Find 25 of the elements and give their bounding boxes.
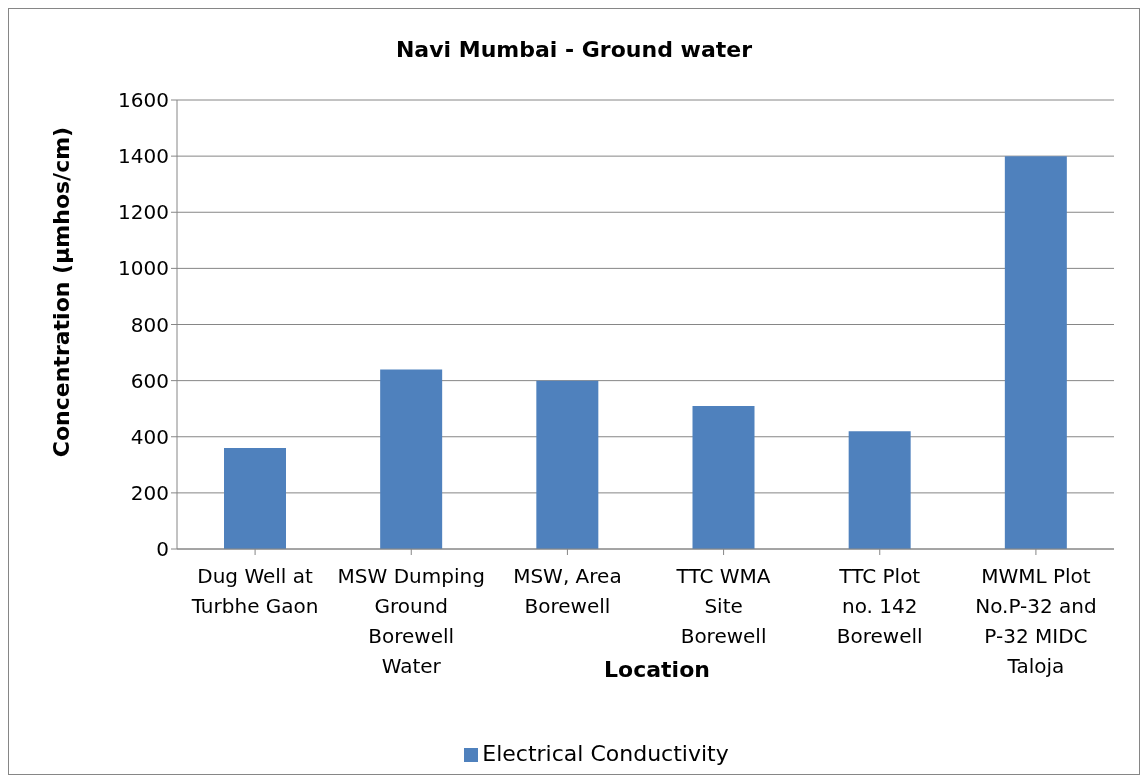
x-tick-label: TTC WMA Site Borewell — [675, 564, 771, 648]
x-axis-title: Location — [604, 657, 710, 682]
y-tick-label: 600 — [130, 368, 169, 393]
bar — [1004, 156, 1067, 549]
y-tick-label: 0 — [156, 537, 169, 562]
y-axis-title: Concentration (µmhos/cm) — [48, 126, 74, 458]
x-tick-label: MWML Plot No.P-32 and P-32 MIDC Taloja — [975, 564, 1097, 678]
bar — [380, 369, 443, 549]
y-tick-label: 1400 — [118, 144, 169, 169]
x-tick-label: MSW Dumping Ground Borewell Water — [337, 564, 485, 678]
x-tick-label: TTC Plot no. 142 Borewell — [836, 564, 923, 648]
y-tick-label: 1200 — [118, 200, 169, 225]
y-tick-label: 1000 — [118, 256, 169, 281]
bar — [536, 380, 599, 549]
y-tick-label: 200 — [130, 480, 169, 505]
y-tick-label: 800 — [130, 312, 169, 337]
chart-title: Navi Mumbai - Ground water — [394, 37, 754, 62]
x-tick-label: MSW, Area Borewell — [513, 564, 622, 618]
bar — [848, 431, 911, 549]
legend-label: Electrical Conductivity — [482, 741, 729, 766]
bar — [224, 447, 286, 549]
x-tick-label: Dug Well at Turbhe Gaon — [190, 564, 319, 618]
y-tick-label: 1600 — [118, 88, 169, 113]
y-tick-label: 400 — [130, 424, 169, 449]
bar — [692, 405, 755, 549]
